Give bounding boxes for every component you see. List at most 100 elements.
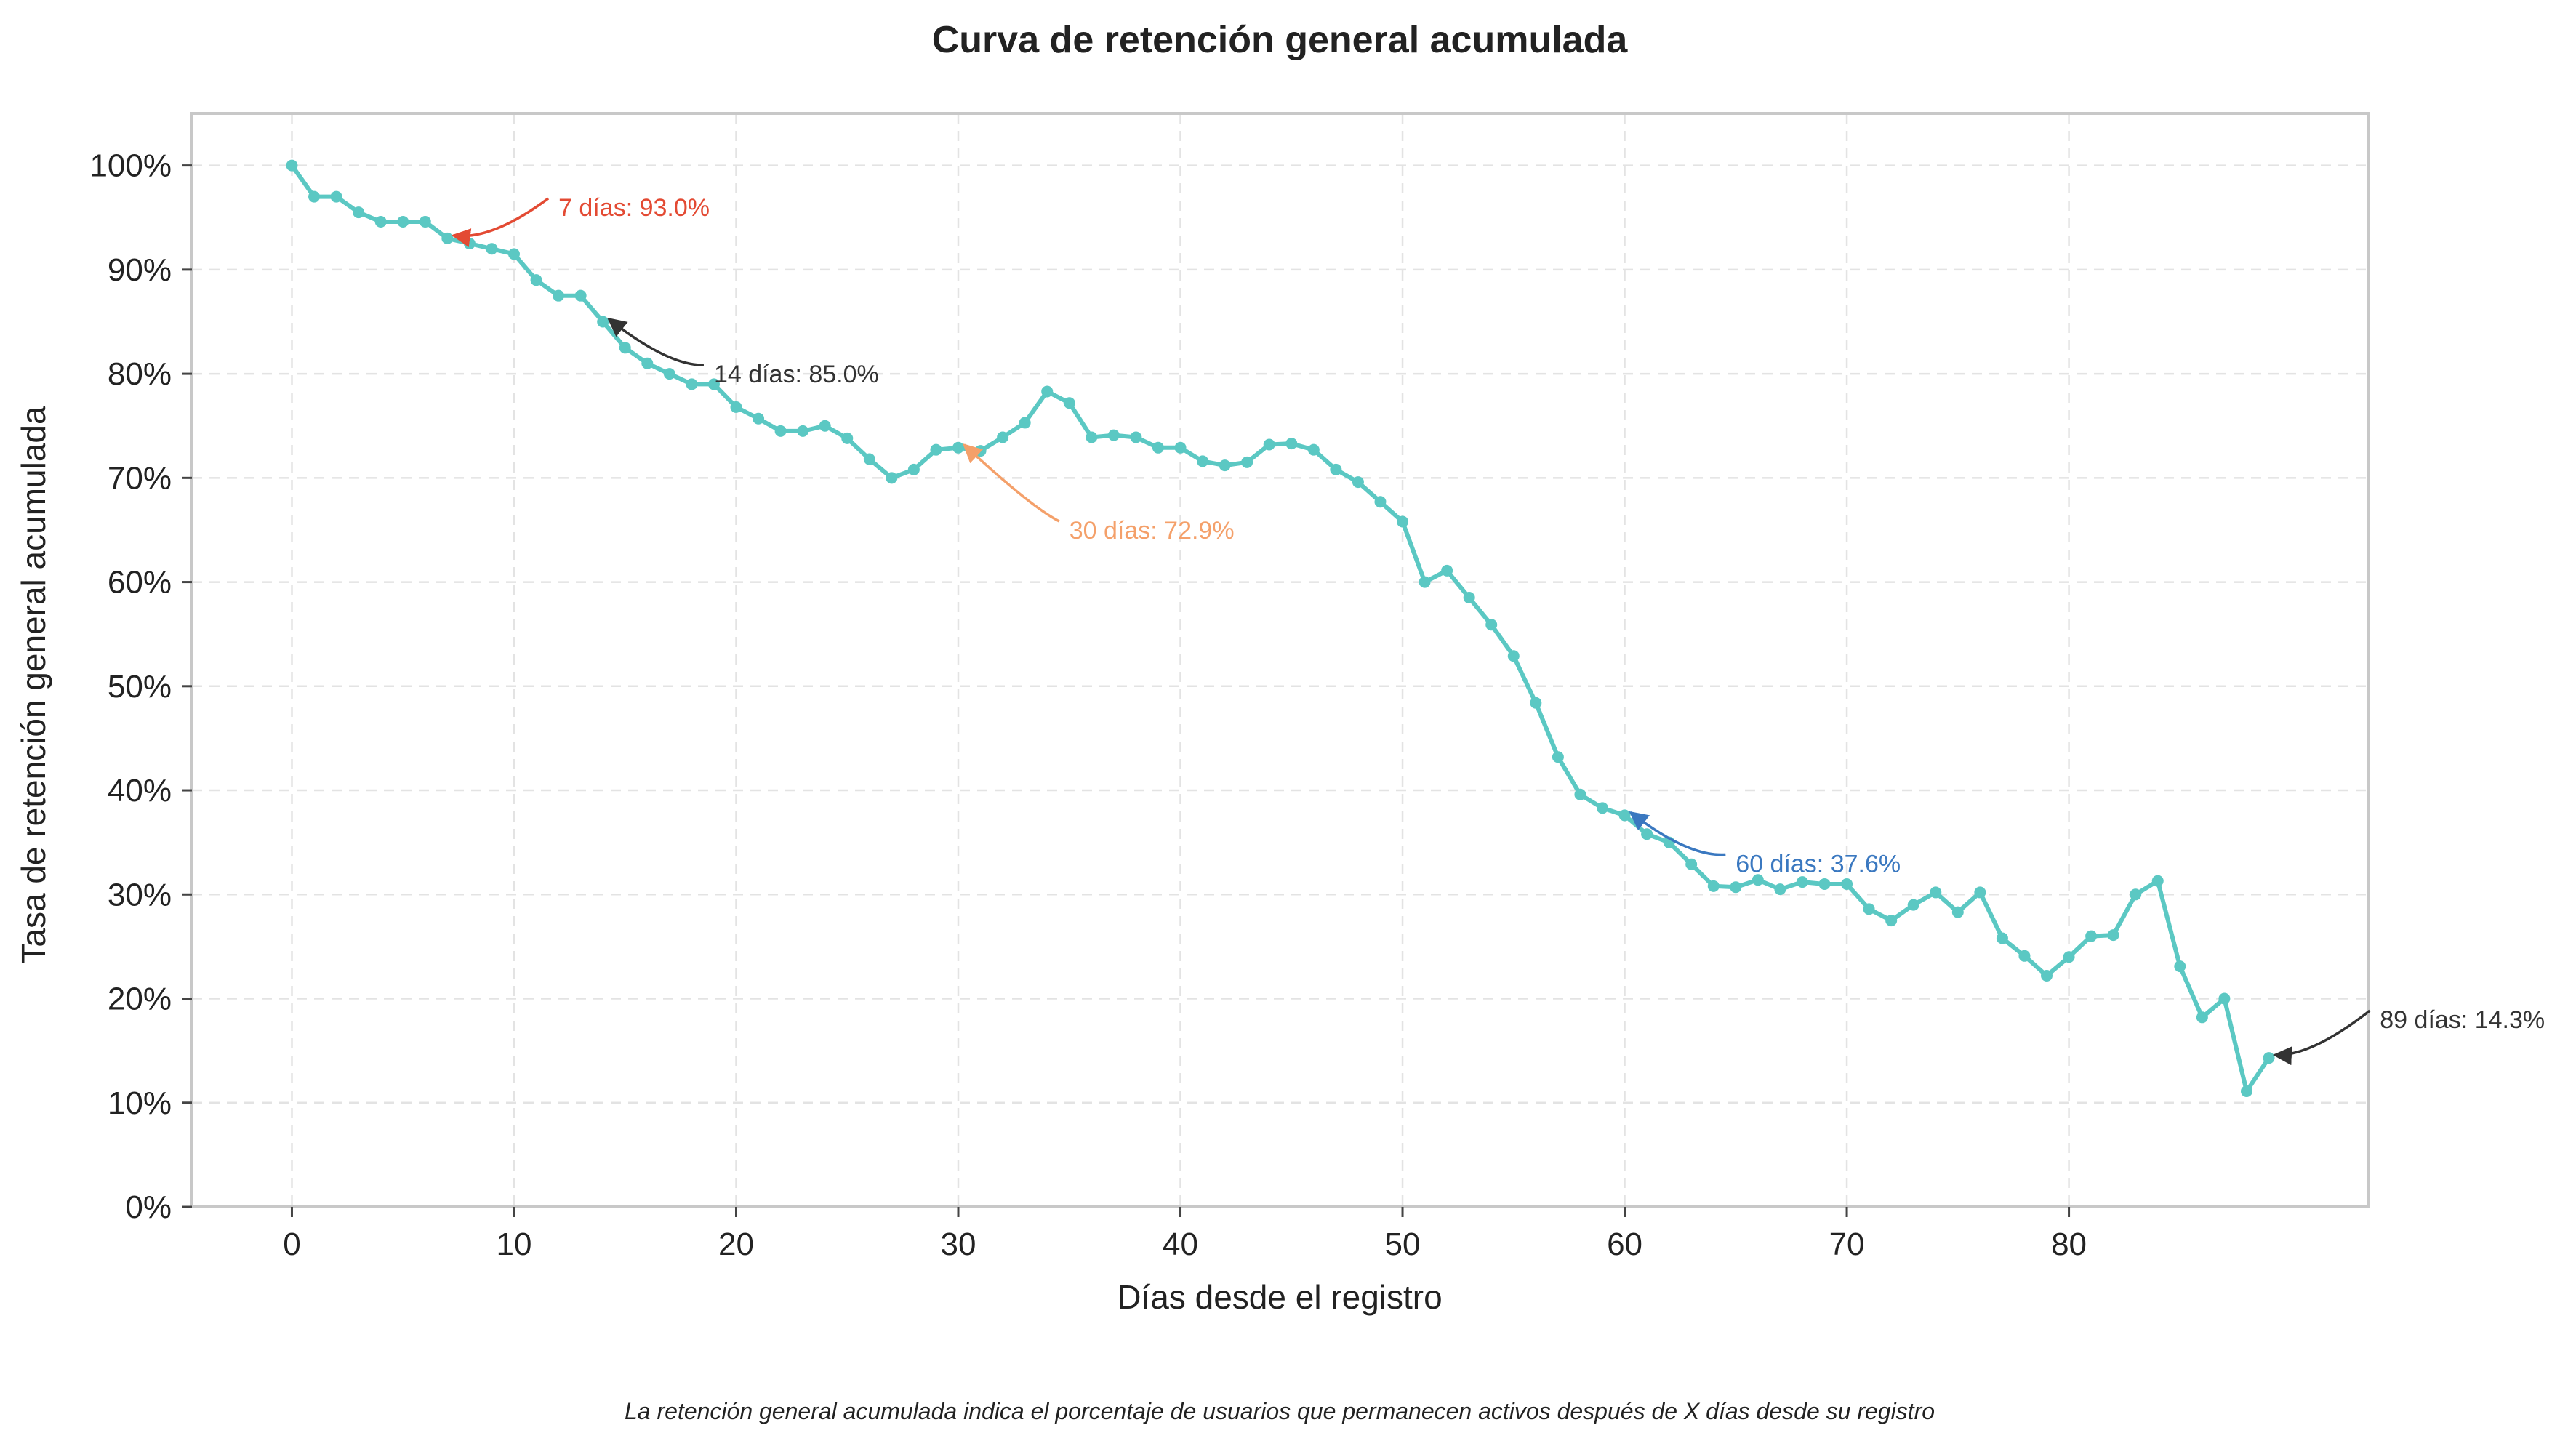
data-point-day-17 [663,368,675,380]
x-tick-label-0: 0 [283,1227,300,1262]
data-point-day-44 [1263,438,1275,451]
data-point-day-7 [441,232,454,244]
annotation-arrow-4 [2272,1009,2371,1066]
data-point-day-49 [1374,496,1387,508]
data-point-day-69 [1818,878,1831,890]
data-point-day-28 [907,463,920,475]
annotation-arrow-3 [1629,811,1726,856]
data-point-day-5 [397,215,409,228]
data-point-day-24 [819,420,831,432]
x-tick-label-1: 10 [497,1227,532,1262]
data-point-day-52 [1441,564,1453,577]
annotation-label-0: 7 días: 93.0% [558,194,710,222]
y-tick-label-1: 10% [108,1085,172,1121]
data-point-day-56 [1530,697,1542,709]
annotation-arrow-1 [607,317,704,366]
data-point-day-64 [1707,880,1720,892]
retention-series-line [289,163,2271,1093]
series-layer [286,159,2275,1098]
data-point-day-8 [463,238,476,250]
x-tick-label-7: 70 [1829,1227,1865,1262]
data-point-day-46 [1307,443,1320,456]
annotation-label-3: 60 días: 37.6% [1736,850,1901,878]
annotation-arrow-2 [963,443,1060,523]
y-tick-label-9: 90% [108,252,172,288]
data-point-day-11 [530,274,542,286]
data-point-day-22 [774,425,787,437]
x-tick-label-4: 40 [1163,1227,1198,1262]
data-point-day-65 [1730,881,1742,894]
data-point-day-19 [707,378,720,390]
data-point-day-37 [1107,429,1120,441]
y-tick-label-8: 80% [108,356,172,392]
data-point-day-38 [1130,431,1142,443]
annotations-layer: 7 días: 93.0% 14 días: 85.0% 30 días: 72.9… [451,194,2545,1066]
y-tick-label-0: 0% [125,1189,172,1225]
data-point-day-57 [1552,751,1564,763]
x-tick-label-8: 80 [2051,1227,2087,1262]
y-tick-label-7: 70% [108,460,172,496]
data-point-day-23 [797,425,809,437]
data-point-day-89 [2263,1052,2275,1064]
data-point-day-43 [1241,456,1253,468]
y-tick-label-2: 20% [108,982,172,1017]
y-tick-label-10: 100% [89,148,172,184]
data-point-day-35 [1063,397,1075,409]
data-point-day-58 [1574,788,1586,800]
data-point-day-81 [2085,930,2098,942]
annotation-label-2: 30 días: 72.9% [1070,517,1235,545]
grid-lines [192,113,2369,1208]
data-point-day-25 [841,432,854,444]
x-tick-label-2: 20 [718,1227,754,1262]
data-point-day-55 [1507,650,1520,662]
data-point-day-21 [753,412,765,425]
plot-frame [190,112,2370,1208]
data-point-day-42 [1219,459,1231,472]
data-point-day-41 [1197,455,1209,467]
data-point-day-75 [1951,906,1964,918]
data-point-day-67 [1774,883,1786,896]
data-point-day-48 [1352,476,1364,489]
data-point-day-1 [308,190,321,203]
data-point-day-45 [1285,438,1298,450]
y-axis-label: Tasa de retención general acumulada [15,406,52,964]
data-point-day-77 [1996,932,2008,944]
data-point-day-71 [1863,903,1875,915]
data-point-day-70 [1841,878,1853,890]
data-point-day-4 [374,215,387,228]
y-tick-label-5: 50% [108,669,172,705]
data-point-day-3 [353,206,365,219]
data-point-day-13 [574,289,587,302]
data-point-day-6 [419,215,431,228]
y-tick-label-4: 40% [108,773,172,808]
data-point-day-68 [1796,876,1808,888]
data-point-day-27 [886,472,898,484]
data-point-day-60 [1618,809,1631,822]
data-point-day-88 [2240,1085,2252,1098]
data-point-day-47 [1330,463,1342,475]
data-point-day-66 [1752,874,1764,886]
y-tick-label-3: 30% [108,877,172,912]
data-point-day-84 [2151,875,2164,887]
data-point-day-73 [1907,899,1919,911]
data-point-day-2 [330,190,342,203]
data-point-day-30 [952,441,965,454]
data-point-day-76 [1974,886,1986,899]
x-axis-label: Días desde el registro [1117,1278,1442,1316]
data-point-day-36 [1086,431,1098,443]
data-point-day-32 [997,431,1009,443]
data-point-day-15 [619,342,631,354]
data-point-day-59 [1596,802,1608,814]
data-point-day-40 [1174,441,1187,454]
data-point-day-86 [2196,1011,2208,1024]
data-point-day-16 [641,357,654,369]
data-point-day-63 [1685,858,1698,870]
data-point-day-53 [1463,592,1475,604]
data-point-day-9 [486,243,498,255]
data-point-day-12 [553,289,565,302]
chart-title: Curva de retención general acumulada [932,19,1629,61]
annotation-label-4: 89 días: 14.3% [2380,1006,2545,1034]
axes: 0 10 20 30 40 50 60 70 80 0% 10% 20% 30% 40% 50% 60% 70%… [89,112,2370,1262]
data-point-day-78 [2018,950,2031,962]
